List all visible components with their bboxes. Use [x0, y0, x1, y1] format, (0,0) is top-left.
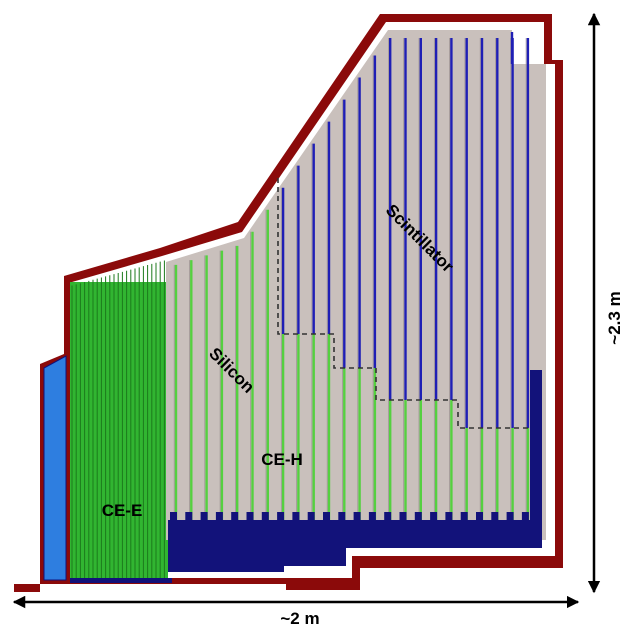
support-tooth: [277, 512, 285, 522]
support-tooth: [307, 512, 315, 522]
support-tooth: [384, 512, 392, 522]
ce-e-section: [70, 260, 168, 578]
support-tooth: [476, 512, 483, 522]
support-tooth: [521, 512, 529, 522]
support-tooth: [261, 512, 269, 522]
support-tooth: [491, 512, 499, 522]
support-tooth: [323, 512, 330, 522]
label-width: ~2 m: [280, 609, 319, 628]
support-tooth: [506, 512, 514, 522]
base-strip: [70, 578, 172, 583]
label-ce-h: CE-H: [261, 450, 303, 469]
support-tooth: [200, 512, 208, 522]
support-tooth: [399, 512, 407, 522]
support-tooth: [246, 512, 254, 522]
silicon-scintillator-boundary: [277, 178, 530, 429]
left-block: [43, 355, 67, 581]
support-tooth: [215, 512, 223, 522]
support-tooth: [338, 512, 346, 522]
support-tooth: [460, 512, 468, 522]
support-tooth: [445, 512, 453, 522]
support-tooth: [185, 512, 193, 522]
support-tooth: [430, 512, 438, 522]
ce-h-layers: [173, 32, 530, 528]
support-teeth: [170, 512, 529, 522]
support-tooth: [414, 512, 422, 522]
label-height: ~2.3 m: [605, 291, 624, 344]
support-tooth: [170, 512, 177, 522]
label-ce-e: CE-E: [102, 501, 143, 520]
support-tooth: [368, 512, 376, 522]
support-tooth: [353, 512, 361, 522]
support-tooth: [292, 512, 300, 522]
support-tooth: [231, 512, 239, 522]
